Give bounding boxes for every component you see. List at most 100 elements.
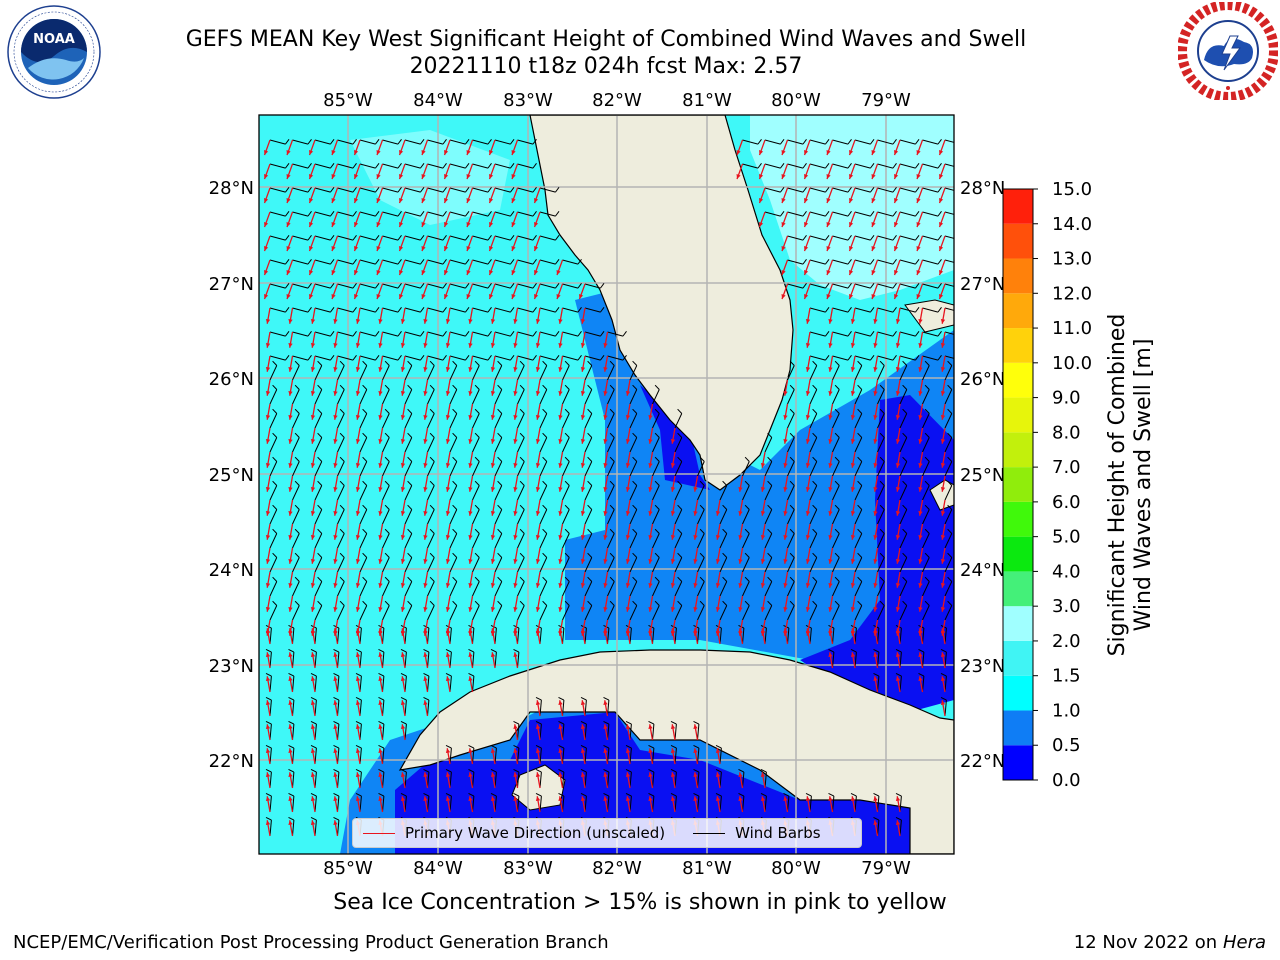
wave-arrow-head xyxy=(849,222,854,228)
wind-barb xyxy=(427,581,435,597)
wave-arrow-head xyxy=(468,318,473,324)
wind-barb-flag xyxy=(555,307,560,313)
lat-tick-label: 26°N xyxy=(960,369,1005,390)
wind-barb xyxy=(382,365,390,381)
wave-arrow-head xyxy=(490,366,496,372)
wave-arrow-head xyxy=(850,366,856,372)
wave-arrow-head xyxy=(873,558,878,564)
wind-barb-flag xyxy=(317,528,323,534)
wind-barb-flag xyxy=(468,792,475,797)
wave-arrow-head xyxy=(918,558,923,564)
wind-barb xyxy=(404,437,413,453)
wave-arrow-head xyxy=(895,652,901,658)
lon-tick-label: 80°W xyxy=(771,858,821,879)
wind-barb-flag xyxy=(513,792,520,797)
wind-barb xyxy=(607,605,615,621)
wind-barb xyxy=(787,187,804,193)
colorbar-tick-label: 0.0 xyxy=(1052,770,1081,791)
wave-arrow-head xyxy=(805,390,811,396)
wind-barb-flag xyxy=(375,283,380,289)
sea-ice-caption: Sea Ice Concentration > 15% is shown in … xyxy=(333,890,947,915)
wind-barb-flag xyxy=(622,331,627,337)
wind-barb-flag xyxy=(699,480,705,486)
wind-barb xyxy=(922,235,939,241)
wave-arrow-head xyxy=(871,294,876,300)
wave-arrow-head xyxy=(423,700,428,706)
wave-arrow-head xyxy=(333,772,338,778)
wave-arrow-head xyxy=(288,772,293,778)
wave-arrow-head xyxy=(603,748,608,754)
wind-barb xyxy=(539,772,542,789)
wave-arrow-head xyxy=(805,438,811,444)
wind-barb-flag xyxy=(317,432,323,438)
wind-barb-flag xyxy=(870,259,875,265)
wave-arrow-head xyxy=(333,700,338,706)
wind-barb xyxy=(494,187,511,193)
wind-barb-flag xyxy=(937,259,942,265)
wave-arrow-head xyxy=(580,628,586,634)
wind-barb-flag xyxy=(429,528,435,534)
wave-arrow-head xyxy=(895,606,901,612)
wind-barb-flag xyxy=(870,283,875,289)
wind-barb xyxy=(337,259,354,265)
wind-barb-flag xyxy=(420,331,425,337)
wind-barb-flag xyxy=(834,504,840,510)
wind-barb-flag xyxy=(902,552,908,558)
wind-barb-flag xyxy=(902,360,908,366)
wave-arrow-head xyxy=(760,486,766,492)
wind-barb-flag xyxy=(693,768,700,773)
wind-barb-flag xyxy=(265,792,272,797)
wind-barb-flag xyxy=(339,408,345,414)
wind-barb xyxy=(472,235,489,241)
wind-barb-flag xyxy=(474,576,480,582)
wave-arrow-head xyxy=(445,486,451,492)
wind-barb xyxy=(922,283,939,289)
wave-arrow-head xyxy=(558,748,563,754)
wind-barb xyxy=(427,676,430,693)
wave-arrow-head xyxy=(288,510,293,516)
wind-barb xyxy=(607,557,615,573)
wave-arrow-head xyxy=(939,222,944,228)
wind-barb xyxy=(314,389,323,405)
wind-barb-flag xyxy=(577,259,582,265)
wave-arrow-head xyxy=(310,510,316,516)
wind-barb xyxy=(494,365,503,381)
wind-barb xyxy=(472,437,480,453)
wave-arrow-head xyxy=(805,510,811,516)
wind-barb-flag xyxy=(812,384,818,390)
wind-barb-flag xyxy=(294,432,300,438)
lon-tick-label: 81°W xyxy=(682,90,732,111)
wave-arrow-head xyxy=(265,462,271,468)
wind-barb xyxy=(292,187,309,193)
wave-arrow-head xyxy=(895,486,901,492)
wind-barb xyxy=(742,509,750,525)
wind-barb xyxy=(832,283,849,289)
wave-arrow-head xyxy=(265,414,271,420)
wave-arrow-head xyxy=(558,318,563,324)
wind-barb xyxy=(539,509,548,525)
wind-barb xyxy=(944,259,954,263)
wind-barb xyxy=(449,437,458,453)
wind-barb xyxy=(584,283,601,289)
wind-barb xyxy=(269,581,278,597)
wind-barb xyxy=(382,581,390,597)
wind-barb-flag xyxy=(654,504,660,510)
wind-barb xyxy=(629,724,632,741)
wave-arrow-head xyxy=(805,796,811,802)
wind-barb xyxy=(629,581,638,597)
wind-barb xyxy=(382,485,390,501)
wind-barb xyxy=(404,259,421,265)
wind-barb xyxy=(832,331,849,337)
wave-arrow-head xyxy=(760,558,766,564)
wind-barb xyxy=(607,724,610,741)
wind-barb-flag xyxy=(812,600,818,606)
wind-barb-flag xyxy=(442,331,447,337)
wave-arrow-head xyxy=(288,558,293,564)
wind-barb xyxy=(764,772,767,789)
wind-barb-flag xyxy=(892,235,897,241)
wind-barb xyxy=(539,557,548,573)
footer-date-text: 12 Nov 2022 on xyxy=(1073,932,1218,953)
wind-barb xyxy=(652,557,660,573)
wave-arrow-head xyxy=(625,534,631,540)
wind-barb-flag xyxy=(375,355,380,361)
